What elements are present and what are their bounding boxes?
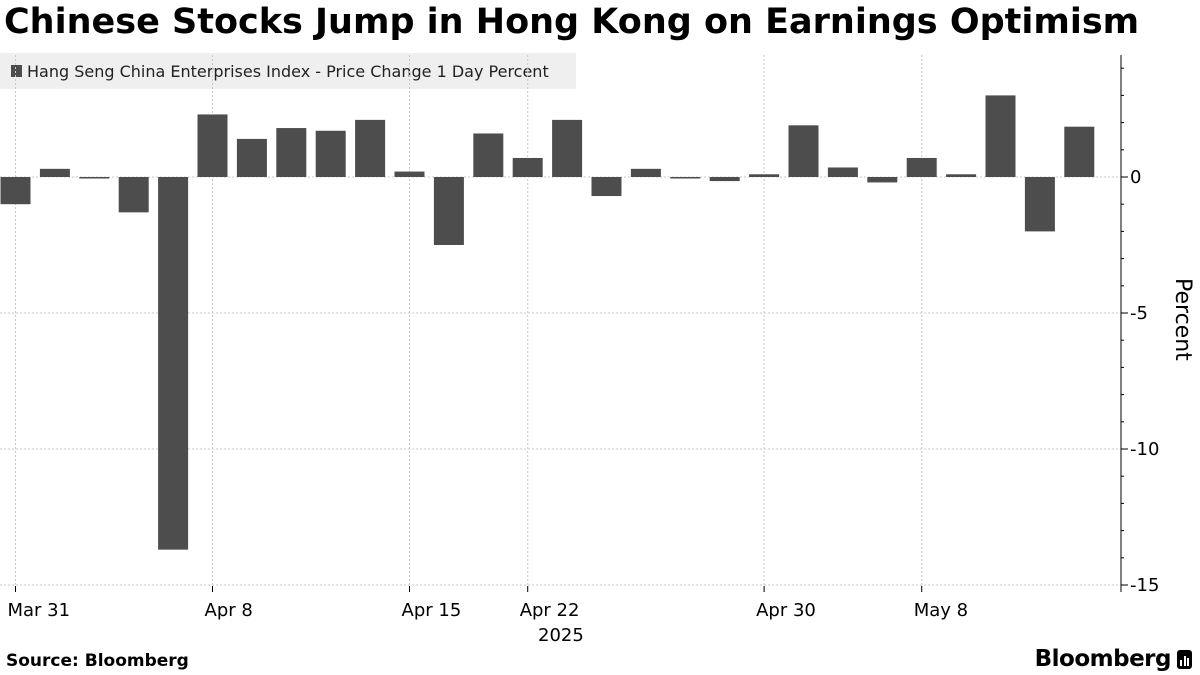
x-tick-label: May 8 [914, 600, 968, 621]
bar [1024, 177, 1055, 232]
x-year-label: 2025 [538, 625, 584, 646]
bar [591, 177, 622, 197]
x-tick-label: Mar 31 [8, 600, 71, 621]
y-tick-label: -15 [1130, 575, 1159, 596]
x-tick-label: Apr 8 [205, 600, 253, 621]
bar [158, 177, 189, 550]
x-tick-label: Apr 22 [520, 600, 580, 621]
bar [630, 168, 661, 177]
y-tick-label: -5 [1130, 303, 1148, 324]
bar [276, 128, 307, 177]
brand: Bloomberg [1035, 646, 1192, 672]
bar [749, 174, 780, 177]
bar [946, 174, 977, 177]
legend-label: Hang Seng China Enterprises Index - Pric… [27, 61, 549, 81]
bar [670, 177, 701, 179]
bar [394, 171, 425, 177]
bar [197, 114, 228, 177]
chart-title: Chinese Stocks Jump in Hong Kong on Earn… [4, 2, 1140, 42]
y-tick-label: -10 [1130, 439, 1159, 460]
x-tick-label: Apr 30 [756, 600, 816, 621]
bar [473, 133, 504, 177]
bar [709, 177, 740, 182]
x-tick-label: Apr 15 [402, 600, 462, 621]
bar [985, 95, 1016, 177]
bar [788, 125, 819, 177]
bar [433, 177, 464, 245]
source-label: Source: Bloomberg [6, 651, 189, 671]
bar [512, 157, 543, 177]
bloomberg-terminal-icon [1177, 649, 1192, 669]
bar [118, 177, 149, 213]
y-axis-title: Percent [1170, 278, 1195, 361]
bar [827, 167, 858, 177]
bar [39, 168, 70, 177]
bar [79, 177, 110, 179]
bar [552, 119, 583, 177]
legend-swatch [11, 65, 22, 77]
bar [236, 138, 267, 177]
bar [315, 130, 346, 177]
bar [906, 157, 937, 177]
bar [867, 177, 898, 183]
y-tick-label: 0 [1130, 167, 1141, 188]
legend: Hang Seng China Enterprises Index - Pric… [0, 53, 576, 89]
bar [0, 177, 31, 205]
bar [1064, 126, 1095, 177]
bar [355, 119, 386, 177]
brand-name: Bloomberg [1034, 646, 1172, 672]
